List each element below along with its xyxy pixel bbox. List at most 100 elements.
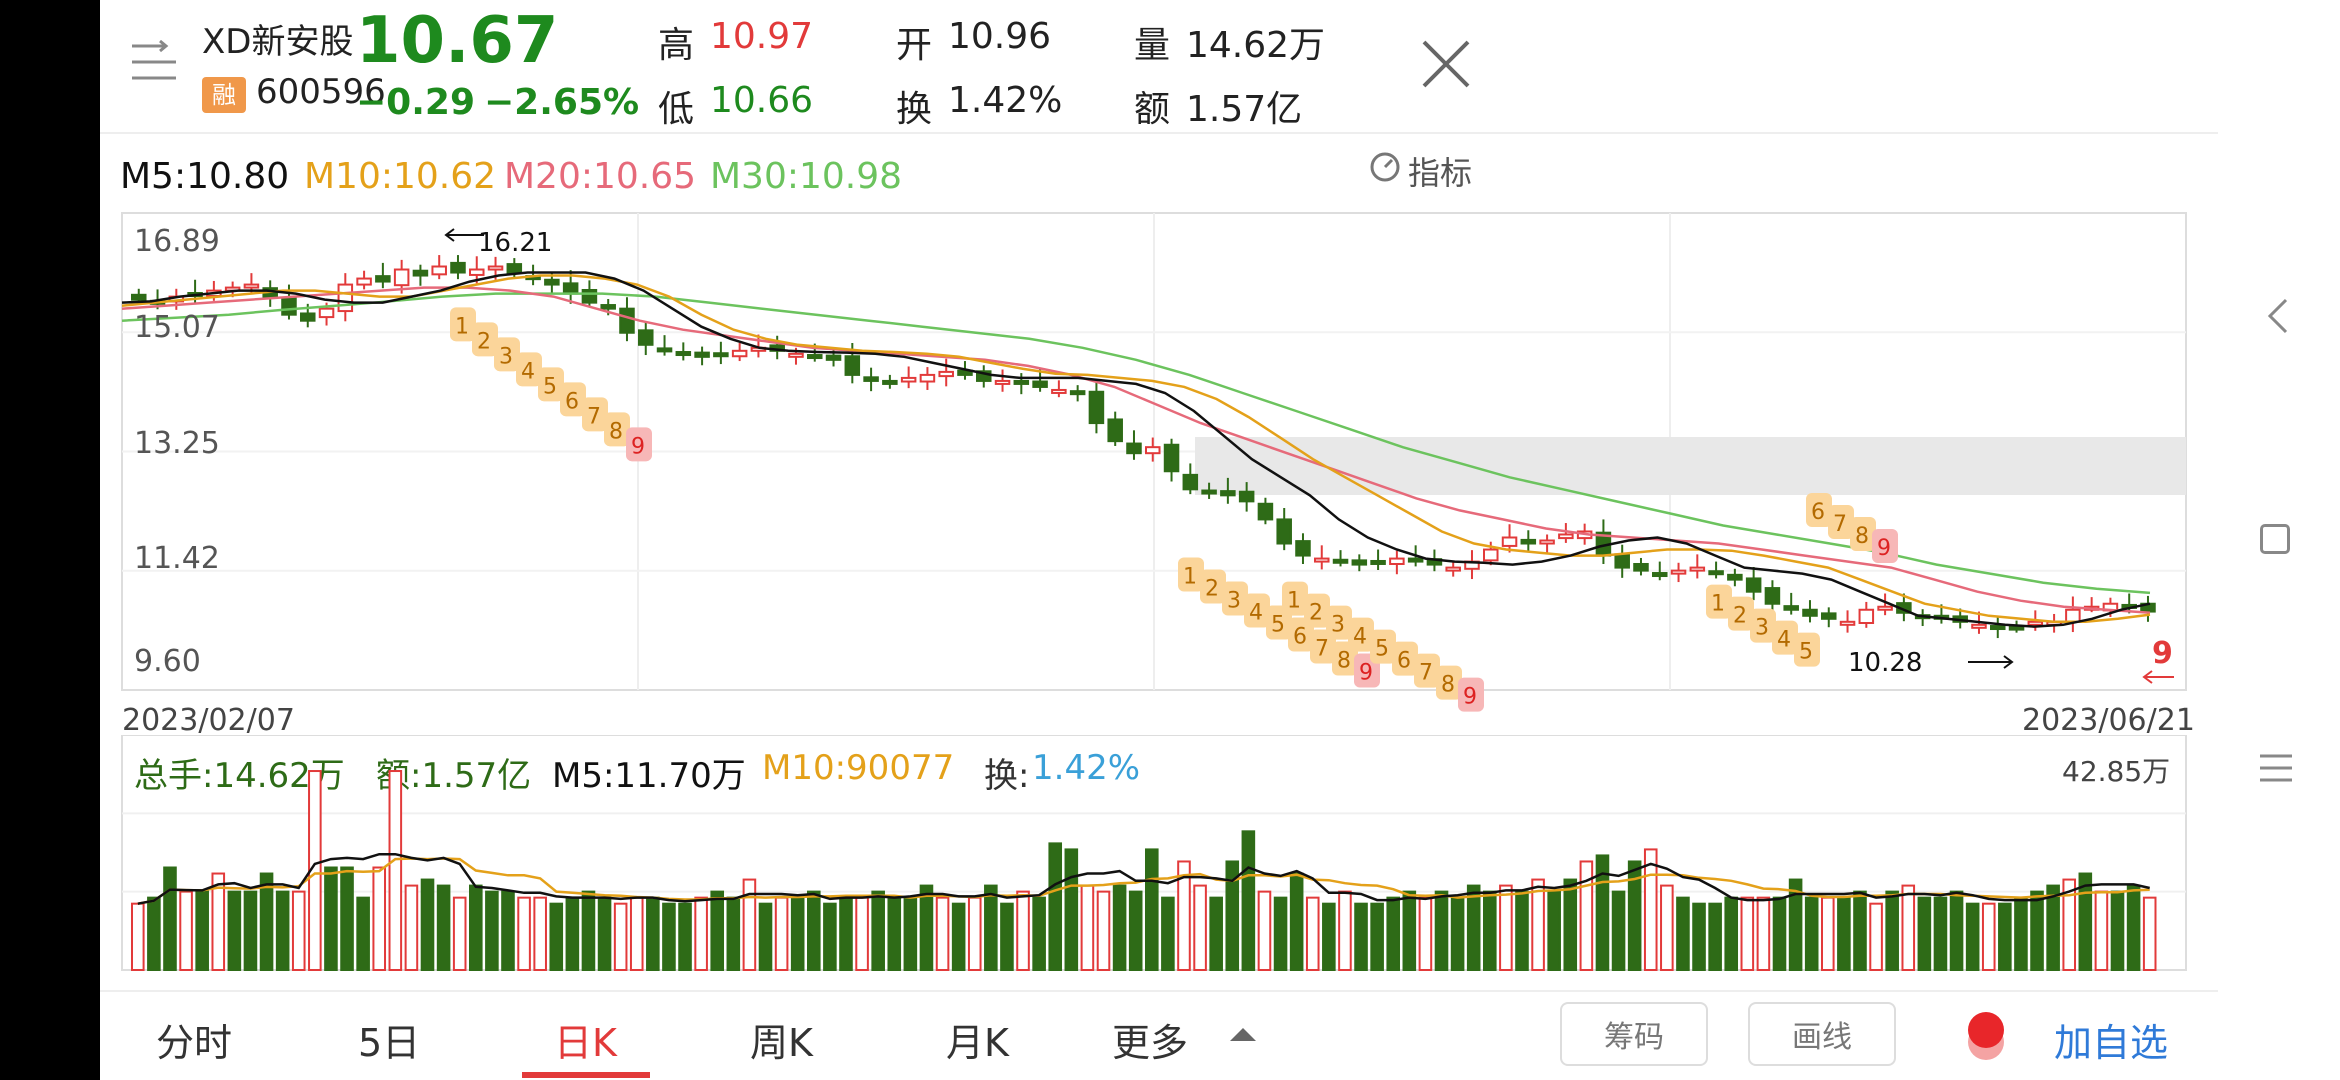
ma10-line [121,274,2151,624]
volume-bar [565,896,580,972]
td-count-label: 6 [1293,625,1307,650]
candle-body [600,304,616,310]
volume-bar [324,866,338,971]
add-watchlist-button[interactable]: 加自选 [2054,1021,2169,1065]
volume-bar [1241,830,1256,971]
td-count-label: 2 [1733,604,1747,629]
candle-body [1877,605,1893,611]
kline-app: XD新安股 融 600596 10.67 −0.29 −2.65% 高 10.9… [100,0,2218,1080]
open-value: 10.96 [948,16,1052,57]
td-badge [516,352,542,387]
volume-bar [1112,884,1127,972]
candle-body [375,275,391,283]
volume-bar [1370,902,1384,971]
volume-bar [1917,896,1932,972]
volume-bar [1193,884,1207,972]
candle-body [1370,559,1386,565]
volume-bar [1660,884,1674,972]
max-price-label: 16.21 [478,228,552,258]
turnover-value: 1.42% [948,80,1063,121]
header-divider [100,132,2218,134]
volume-bar [1756,896,1771,972]
candle-body [1332,558,1349,564]
td-count-label: 7 [1419,661,1433,686]
td-badge [494,337,520,372]
td-badge [538,367,564,402]
volume-bar [646,896,660,972]
td-count-label: 9 [1359,661,1373,686]
candle-body [1745,577,1762,593]
volume-bar [259,872,274,972]
tab-intraday[interactable]: 分时 [156,1021,233,1065]
td-count-label: 1 [455,314,469,339]
candle-body [807,354,823,360]
y-tick-1: 16.89 [134,224,220,259]
volume-bar [517,896,531,972]
recent-apps-icon[interactable] [2260,524,2290,554]
volume-bar [662,902,676,971]
volume-bar [742,878,757,971]
tab-weekly-k[interactable]: 周K [750,1021,813,1065]
volume-bar [887,896,902,972]
caret-up-icon[interactable] [1230,1028,1256,1041]
close-icon[interactable] [1418,36,1474,92]
low-label: 低 [658,89,695,130]
volume-bar [613,902,628,971]
low-value: 10.66 [710,80,814,121]
volume-bar [1209,896,1223,972]
volume-bar [1853,890,1867,971]
volume-bar [1804,896,1819,972]
volume-bar [1901,884,1916,972]
amount-value: 1.57亿 [1186,89,1303,130]
candle-body [1088,390,1105,425]
td-count-label: 5 [1799,640,1813,665]
volume-bar [1128,890,1143,971]
gauge-icon [1368,150,1402,192]
menu-icon[interactable] [130,39,178,84]
vol-max-label: 42.85万 [2062,755,2171,788]
td-count-label: 6 [1397,649,1411,674]
volume-bar [1000,902,1014,971]
candle-body [2027,620,2044,626]
tab-5day[interactable]: 5日 [358,1021,421,1065]
volume-bar [1402,890,1417,971]
volume-bar [388,770,403,971]
td-count-label: 4 [1353,625,1367,650]
tab-more[interactable]: 更多 [1112,1021,1189,1065]
candle-body [431,265,447,276]
vol-m5: M5:11.70万 [552,756,746,796]
volume-bar [452,896,467,972]
volume-chart[interactable] [100,735,2218,975]
candle-body [1633,562,1649,572]
td-count-label: 5 [543,374,557,399]
vol-m10: M10:90077 [762,748,955,788]
back-chevron-icon[interactable] [2262,296,2292,340]
candle-body [1727,573,1743,581]
volume-bar [340,866,354,971]
candle-body [1501,536,1518,547]
candle-body [1558,533,1574,540]
draw-line-button[interactable]: 画线 [1748,1002,1896,1066]
bottom-divider [100,990,2218,992]
tab-daily-k[interactable]: 日K [554,1021,617,1065]
volume-bar [1466,884,1481,972]
chips-button[interactable]: 筹码 [1560,1002,1708,1066]
candle-body [1783,605,1799,611]
volume-bar [1837,896,1851,972]
td-count-label: 2 [1309,601,1323,626]
candle-body [393,268,410,287]
margin-badge: 融 [202,77,246,113]
price-change-pct: −2.65% [484,82,640,123]
volume-bar [533,896,547,972]
record-dot-icon[interactable] [1964,1012,2008,1060]
td-count-label: 5 [1375,637,1389,662]
td-badge [1794,632,1820,667]
volume-bar [1322,902,1336,971]
tab-monthly-k[interactable]: 月K [946,1021,1009,1065]
menu-lines-icon[interactable] [2258,752,2294,788]
volume-bar [1064,848,1079,971]
td-count-label: 6 [1811,500,1825,525]
candle-body [1670,569,1687,575]
indicator-button[interactable]: 指标 [1368,148,1472,194]
